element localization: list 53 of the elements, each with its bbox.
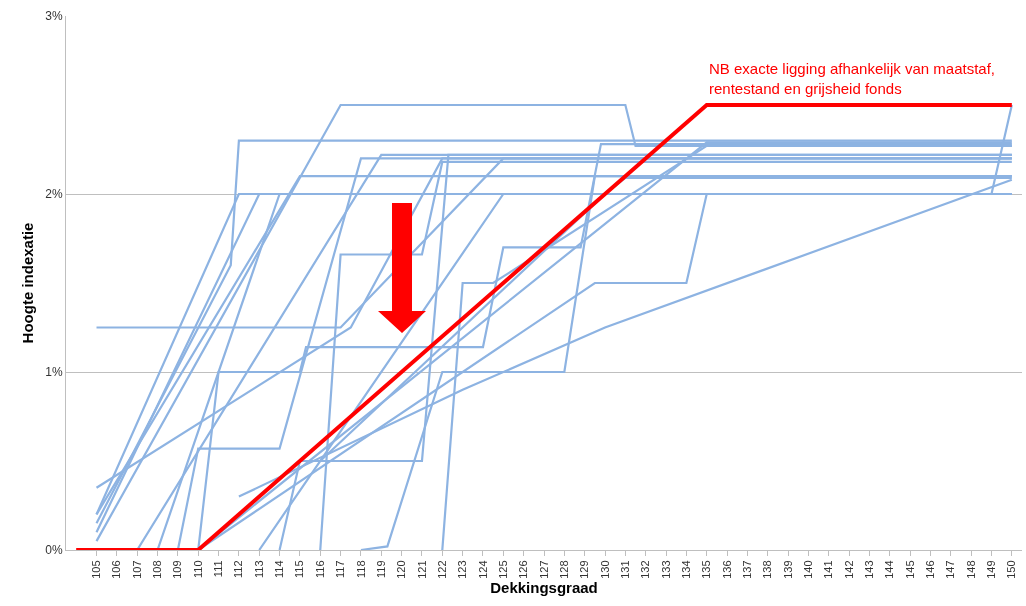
y-tick-label: 2% — [45, 187, 63, 202]
annotation: NB exacte ligging afhankelijk van maatstaf, rentestand en grijsheid fonds — [709, 60, 995, 97]
x-tick-label: 108 — [151, 560, 164, 579]
x-tick-label: 116 — [313, 560, 326, 578]
x-tick-label: 147 — [944, 560, 957, 579]
x-tick-label: 148 — [964, 560, 977, 579]
x-tick-label: 105 — [90, 560, 103, 579]
x-tick-label: 114 — [273, 560, 286, 578]
x-tick-label: 142 — [842, 560, 855, 579]
x-tick-label: 107 — [130, 560, 143, 579]
x-tick-label: 146 — [924, 560, 937, 579]
x-tick-label: 124 — [476, 560, 489, 579]
x-tick-label: 137 — [740, 560, 753, 579]
x-tick-label: 143 — [863, 560, 876, 579]
x-tick-label: 113 — [252, 560, 265, 578]
x-tick-label: 130 — [598, 560, 611, 579]
x-tick-label: 140 — [802, 560, 815, 579]
x-tick-label: 115 — [293, 560, 306, 578]
x-tick-label: 123 — [456, 560, 469, 579]
x-tick-label: 106 — [110, 560, 123, 579]
x-tick-label: 109 — [171, 560, 184, 579]
x-tick-label: 129 — [578, 560, 591, 579]
x-tick-label: 119 — [374, 560, 387, 578]
y-axis-title: Hoogte indexatie — [18, 222, 36, 344]
x-tick-label: 141 — [822, 560, 835, 579]
x-tick-label: 110 — [191, 560, 204, 578]
x-tick-label: 134 — [679, 560, 692, 579]
x-tick-label: 138 — [761, 560, 774, 579]
x-tick-label: 131 — [618, 560, 631, 579]
y-tick-label: 3% — [45, 9, 63, 24]
x-tick-label: 122 — [435, 560, 448, 579]
x-tick-label: 132 — [639, 560, 652, 579]
y-tick-label: 1% — [45, 365, 63, 380]
y-tick-label: 0% — [45, 543, 63, 558]
x-tick-label: 145 — [903, 560, 916, 579]
x-tick-label: 136 — [720, 560, 733, 579]
x-tick-label: 150 — [1005, 560, 1018, 579]
x-tick-label: 111 — [212, 560, 225, 578]
x-tick-label: 135 — [700, 560, 713, 579]
x-axis-title: Dekkingsgraad — [490, 578, 598, 596]
x-tick-label: 120 — [395, 560, 408, 579]
x-tick-label: 126 — [517, 560, 530, 579]
x-tick-label: 121 — [415, 560, 428, 579]
x-tick-label: 118 — [354, 560, 367, 578]
x-tick-label: 149 — [985, 560, 998, 579]
x-tick-label: 112 — [232, 560, 245, 578]
x-tick-label: 139 — [781, 560, 794, 579]
x-tick-label: 133 — [659, 560, 672, 579]
x-tick-label: 128 — [557, 560, 570, 579]
x-tick-label: 144 — [883, 560, 896, 579]
x-tick-label: 125 — [496, 560, 509, 579]
x-tick-label: 117 — [334, 560, 347, 578]
x-tick-label: 127 — [537, 560, 550, 579]
